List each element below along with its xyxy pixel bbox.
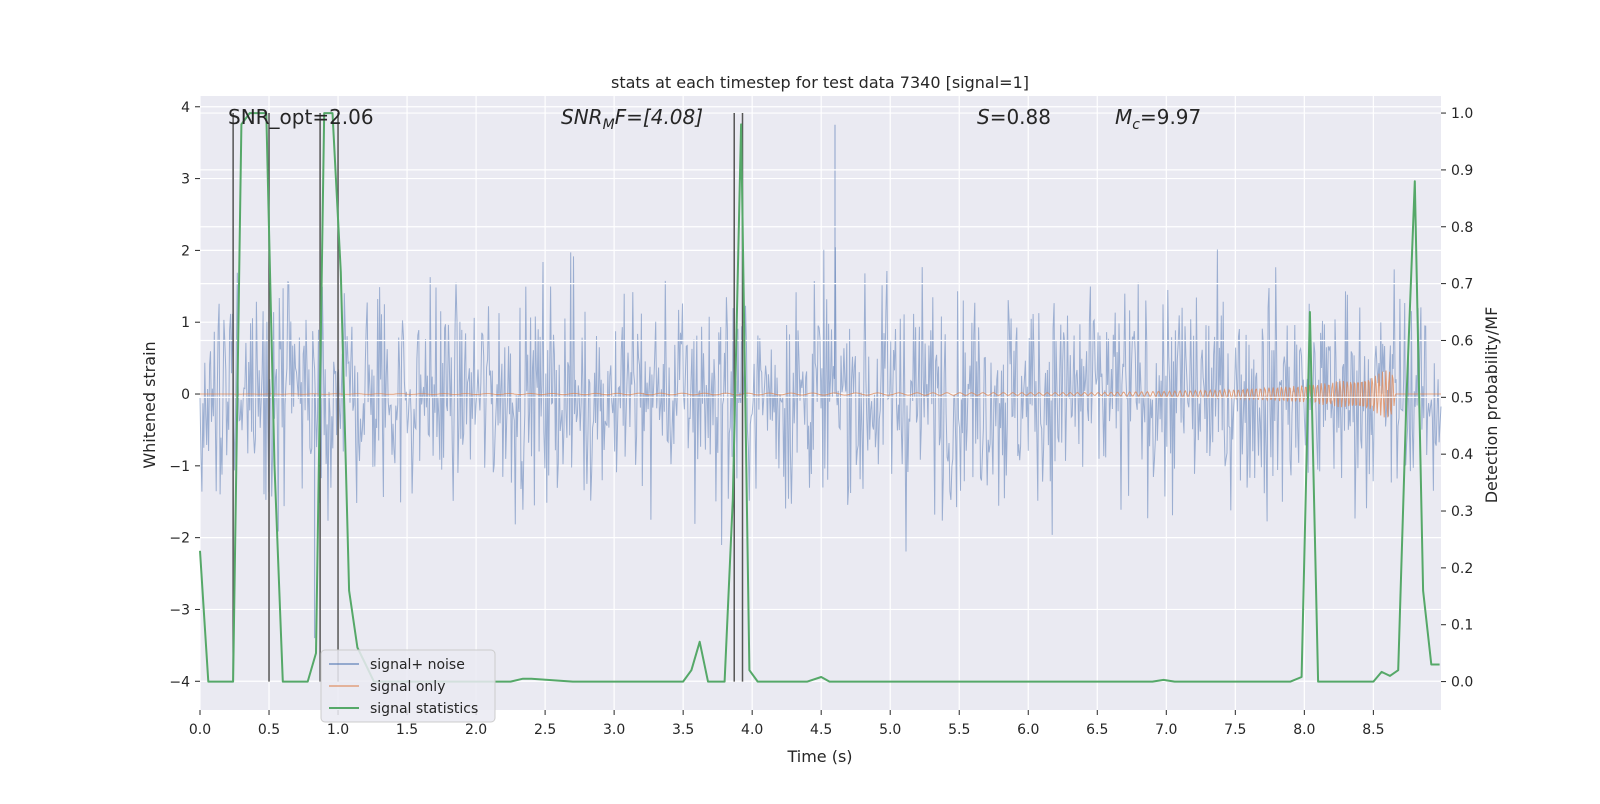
x-tick-label: 8.5: [1362, 722, 1384, 738]
annotation-mc-main: M: [1115, 105, 1132, 129]
left-tick-label: 0: [181, 387, 190, 403]
x-tick-label: 7.5: [1224, 722, 1246, 738]
right-tick-label: 0.1: [1451, 618, 1473, 634]
x-tick-label: 8.0: [1293, 722, 1315, 738]
annotation-s: S=0.88: [977, 105, 1051, 129]
x-tick-label: 7.0: [1155, 722, 1177, 738]
right-axis-grid: [200, 112, 1441, 398]
annotation-snr-mf-main: SNR: [561, 105, 603, 129]
left-axis-label: Whitened strain: [140, 341, 159, 468]
left-tick-label: 4: [181, 100, 190, 116]
x-tick-label: 5.5: [948, 722, 970, 738]
annotation-snr-opt: SNR_opt=2.06: [228, 105, 374, 129]
statistics-line: [199, 112, 1440, 683]
right-tick-label: 0.8: [1451, 220, 1473, 236]
annotation-s-main: S: [977, 105, 990, 129]
x-tick-label: 2.5: [534, 722, 556, 738]
legend-label-signal-statistics: signal statistics: [370, 701, 478, 717]
x-tick-label: 6.0: [1017, 722, 1039, 738]
x-tick-label: 1.0: [327, 722, 349, 738]
left-tick-label: 1: [181, 315, 190, 331]
x-tick-label: 3.0: [603, 722, 625, 738]
annotation-snr-mf: SNRMF=[4.08]: [561, 105, 703, 133]
right-tick-label: 0.9: [1451, 163, 1473, 179]
right-tick-label: 0.0: [1451, 675, 1473, 691]
right-tick-label: 0.7: [1451, 277, 1473, 293]
legend-label-signal-only: signal only: [370, 679, 445, 695]
annotation-mc-rest: =9.97: [1140, 105, 1201, 129]
chart-title: stats at each timestep for test data 734…: [611, 73, 1029, 92]
annotation-mc: Mc=9.97: [1115, 105, 1201, 133]
x-tick-label: 1.5: [396, 722, 418, 738]
x-tick-label: 4.5: [810, 722, 832, 738]
signal-only-series: [200, 370, 1441, 418]
left-tick-label: −1: [169, 459, 190, 475]
annotation-snr-mf-rest: F=[4.08]: [615, 105, 703, 129]
right-tick-label: 0.6: [1451, 333, 1473, 349]
legend: signal+ noise signal only signal statist…: [320, 649, 496, 723]
left-axis-ticks: −4 −3 −2 −1 0 1 2 3 4: [169, 100, 200, 690]
signal-trace: [200, 370, 1441, 418]
left-tick-label: −3: [169, 602, 190, 618]
x-axis-label: Time (s): [786, 747, 852, 766]
annotation-s-rest: =0.88: [990, 105, 1051, 129]
right-tick-label: 0.3: [1451, 504, 1473, 520]
right-axis-ticks: 0.0 0.1 0.2 0.3 0.4 0.5 0.6 0.7 0.8 0.9 1.0: [1441, 106, 1473, 691]
annotation-mc-sub: c: [1132, 117, 1140, 133]
x-tick-label: 5.0: [879, 722, 901, 738]
left-tick-label: −2: [169, 531, 190, 547]
left-tick-label: 3: [181, 172, 190, 188]
right-tick-label: 1.0: [1451, 106, 1473, 122]
legend-label-signal-noise: signal+ noise: [370, 657, 465, 673]
left-tick-label: 2: [181, 243, 190, 259]
x-tick-label: 2.0: [465, 722, 487, 738]
left-tick-label: −4: [169, 674, 190, 690]
x-tick-label: 6.5: [1086, 722, 1108, 738]
right-tick-label: 0.4: [1451, 447, 1473, 463]
annotation-snr-mf-sub: M: [603, 117, 615, 133]
x-tick-label: 4.0: [741, 722, 763, 738]
right-axis-label: Detection probability/MF: [1482, 307, 1501, 504]
right-tick-label: 0.5: [1451, 390, 1473, 406]
legend-box: [320, 649, 496, 723]
x-tick-label: 0.0: [189, 722, 211, 738]
right-tick-label: 0.2: [1451, 561, 1473, 577]
x-tick-label: 3.5: [672, 722, 694, 738]
x-tick-label: 0.5: [258, 722, 280, 738]
signal-statistics-series: [199, 112, 1440, 683]
x-axis-ticks: 0.0 0.5 1.0 1.5 2.0 2.5 3.0 3.5 4.0 4.5 5.0 5.5 6.0 6…: [189, 710, 1384, 738]
noise-trace: [199, 247, 1442, 552]
